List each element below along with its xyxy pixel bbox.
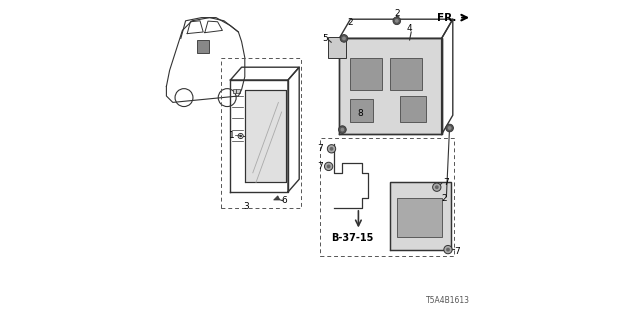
Polygon shape: [390, 182, 451, 250]
Text: T5A4B1613: T5A4B1613: [426, 296, 470, 305]
Polygon shape: [274, 196, 280, 200]
Bar: [351, 99, 372, 122]
Text: 7: 7: [317, 144, 323, 153]
Bar: [351, 58, 383, 90]
Polygon shape: [339, 38, 442, 134]
Text: 2: 2: [442, 194, 447, 203]
Circle shape: [340, 128, 344, 132]
Text: 7: 7: [443, 178, 449, 187]
Text: 5: 5: [323, 34, 328, 43]
Bar: [233, 89, 236, 93]
Circle shape: [339, 126, 346, 133]
Circle shape: [444, 245, 452, 254]
Circle shape: [326, 164, 331, 168]
Circle shape: [393, 17, 401, 25]
Text: 3: 3: [244, 202, 249, 211]
Text: 7: 7: [317, 162, 323, 171]
Text: 4: 4: [406, 24, 412, 33]
Text: 2: 2: [348, 18, 353, 27]
Circle shape: [327, 145, 336, 153]
Circle shape: [342, 36, 346, 40]
Bar: [400, 96, 426, 122]
Polygon shape: [245, 90, 287, 182]
Text: 7: 7: [454, 247, 460, 256]
Text: 1: 1: [228, 131, 234, 140]
Circle shape: [446, 124, 453, 132]
Bar: [197, 40, 209, 53]
Text: FR.: FR.: [436, 12, 456, 23]
Text: ─: ─: [395, 15, 399, 20]
Circle shape: [330, 147, 333, 151]
Bar: [397, 198, 442, 237]
Circle shape: [240, 135, 241, 137]
Circle shape: [446, 248, 450, 252]
Text: 8: 8: [358, 109, 364, 118]
Bar: [390, 58, 422, 90]
Bar: [237, 89, 240, 93]
Circle shape: [324, 162, 333, 171]
Circle shape: [395, 19, 399, 23]
Text: 6: 6: [282, 196, 287, 205]
Circle shape: [448, 126, 452, 130]
Bar: [328, 37, 346, 58]
Circle shape: [433, 183, 441, 191]
Text: B-37-15: B-37-15: [331, 233, 373, 244]
Text: 2: 2: [394, 9, 399, 18]
Circle shape: [435, 185, 439, 189]
Circle shape: [340, 35, 348, 42]
